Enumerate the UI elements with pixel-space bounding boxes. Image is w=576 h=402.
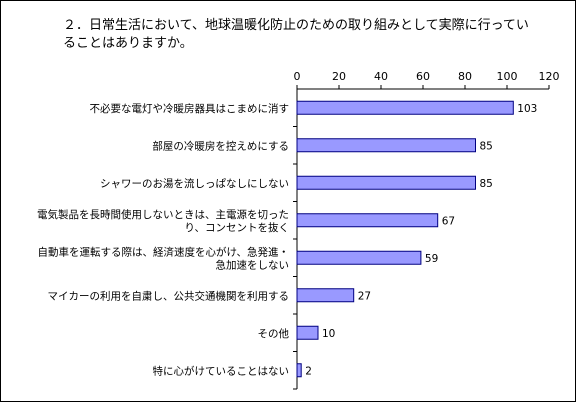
x-tick-label: 40 xyxy=(374,70,388,83)
bar xyxy=(296,138,476,153)
x-tick-label: 100 xyxy=(497,70,518,83)
category-label: マイカーの利用を自粛し、公共交通機関を利用する xyxy=(48,289,290,302)
value-label: 85 xyxy=(480,140,493,152)
value-label: 27 xyxy=(358,290,371,302)
value-label: 67 xyxy=(442,215,455,227)
bar xyxy=(296,100,514,115)
bar xyxy=(296,213,439,228)
bar xyxy=(296,250,422,265)
category-label: り、コンセントを抜く xyxy=(184,221,289,234)
category-label: 電気製品を長時間使用しないときは、主電源を切った xyxy=(37,208,289,221)
value-label: 10 xyxy=(322,328,335,340)
bar xyxy=(296,325,319,340)
chart-title: ２．日常生活において、地球温暖化防止のための取り組みとして実際に行っていることは… xyxy=(63,18,529,51)
category-label: 特に心がけていることはない xyxy=(153,364,290,377)
bar xyxy=(296,363,302,378)
bar xyxy=(296,288,355,303)
value-label: 103 xyxy=(517,103,537,115)
x-tick-label: 0 xyxy=(294,70,301,83)
category-label: シャワーのお湯を流しっぱなしにしない xyxy=(100,177,289,190)
x-tick-label: 20 xyxy=(332,70,346,83)
category-label: 部屋の冷暖房を控えめにする xyxy=(152,139,289,152)
category-label: 急加速をしない xyxy=(216,258,290,271)
value-label: 85 xyxy=(480,178,493,190)
category-label: 不必要な電灯や冷暖房器具はこまめに消す xyxy=(90,102,290,115)
x-tick-label: 60 xyxy=(416,70,430,83)
category-label: 自動車を運転する際は、経済速度を心がけ、急発進・ xyxy=(38,245,289,258)
value-label: 2 xyxy=(305,365,312,377)
bar xyxy=(296,175,476,190)
x-tick-label: 80 xyxy=(458,70,472,83)
x-tick-label: 120 xyxy=(539,70,560,83)
category-label: その他 xyxy=(258,327,290,340)
value-label: 59 xyxy=(425,253,438,265)
